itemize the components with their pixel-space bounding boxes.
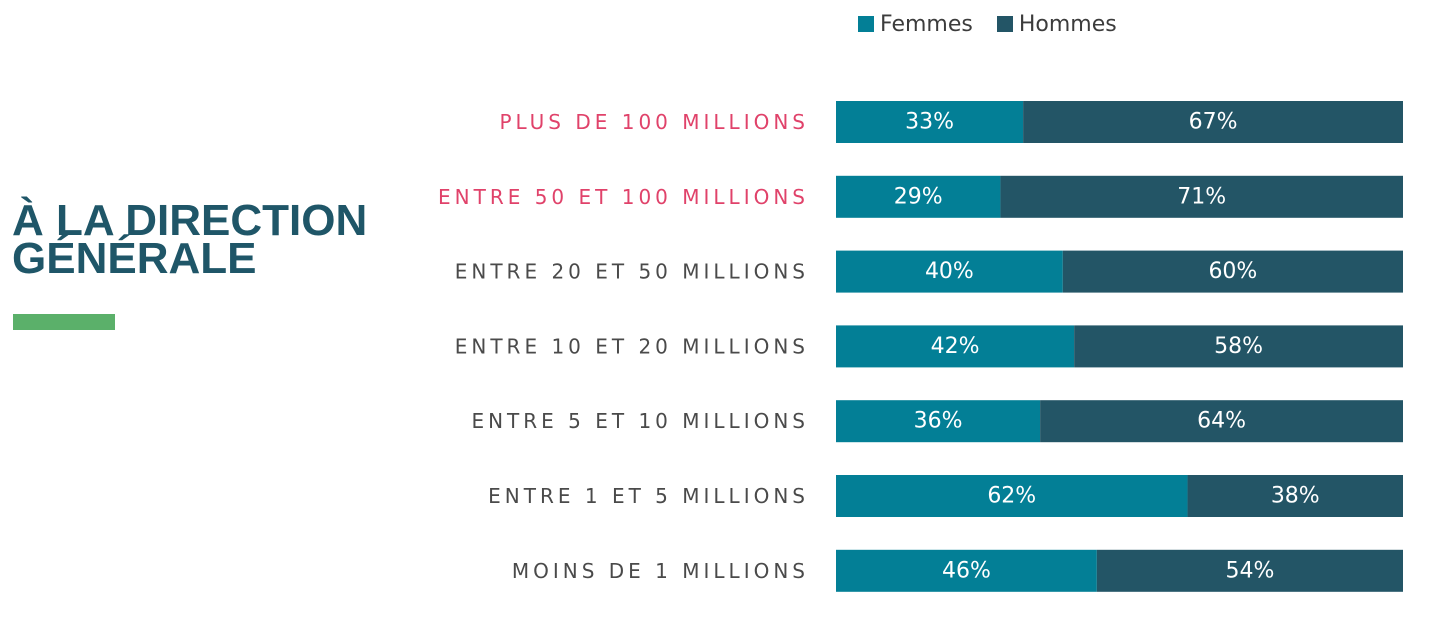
legend-swatch-hommes — [996, 16, 1013, 32]
legend-label-femmes: Femmes — [880, 11, 973, 37]
data-label-hommes-entre-50-et-100-millions: 71% — [1177, 184, 1226, 209]
bar-femmes-moins-de-1-millions — [836, 549, 1097, 592]
bar-hommes-entre-20-et-50-millions — [1062, 250, 1403, 293]
bar-femmes-entre-50-et-100-millions — [836, 175, 1001, 218]
page-title: À LA DIRECTION GÉNÉRALE — [12, 196, 368, 283]
data-label-hommes-entre-20-et-50-millions: 60% — [1208, 259, 1257, 284]
bar-femmes-entre-20-et-50-millions — [836, 250, 1063, 293]
category-label-entre-20-et-50-millions: ENTRE 20 ET 50 MILLIONS — [455, 260, 809, 284]
title-accent-bar — [13, 314, 115, 330]
data-label-hommes-plus-de-100-millions: 67% — [1189, 110, 1238, 135]
bar-hommes-entre-5-et-10-millions — [1040, 400, 1403, 443]
bar-hommes-entre-50-et-100-millions — [1000, 175, 1403, 218]
chart-legend: Femmes Hommes — [858, 10, 1117, 38]
data-label-femmes-plus-de-100-millions: 33% — [905, 110, 954, 135]
bar-femmes-entre-1-et-5-millions — [836, 475, 1188, 517]
data-label-femmes-entre-20-et-50-millions: 40% — [925, 259, 974, 284]
bar-hommes-entre-10-et-20-millions — [1074, 325, 1403, 368]
page-title-line-2: GÉNÉRALE — [12, 234, 257, 283]
data-label-femmes-moins-de-1-millions: 46% — [942, 558, 991, 583]
legend-item-hommes: Hommes — [996, 11, 1117, 37]
data-label-hommes-entre-1-et-5-millions: 38% — [1271, 484, 1320, 509]
bar-femmes-entre-5-et-10-millions — [836, 400, 1041, 443]
data-label-femmes-entre-5-et-10-millions: 36% — [914, 409, 963, 434]
category-label-plus-de-100-millions: PLUS DE 100 MILLIONS — [499, 110, 809, 134]
page-title-line-1: À LA DIRECTION — [12, 196, 368, 245]
category-label-entre-10-et-20-millions: ENTRE 10 ET 20 MILLIONS — [455, 334, 809, 358]
bar-femmes-entre-10-et-20-millions — [836, 325, 1075, 368]
bar-femmes-plus-de-100-millions — [836, 101, 1024, 143]
data-label-femmes-entre-1-et-5-millions: 62% — [987, 484, 1036, 509]
category-label-moins-de-1-millions: MOINS DE 1 MILLIONS — [512, 559, 809, 583]
data-label-hommes-moins-de-1-millions: 54% — [1225, 558, 1274, 583]
data-label-hommes-entre-5-et-10-millions: 64% — [1197, 409, 1246, 434]
category-label-entre-5-et-10-millions: ENTRE 5 ET 10 MILLIONS — [471, 409, 809, 433]
data-label-femmes-entre-10-et-20-millions: 42% — [931, 334, 980, 359]
category-label-entre-1-et-5-millions: ENTRE 1 ET 5 MILLIONS — [488, 484, 809, 508]
legend-label-hommes: Hommes — [1018, 11, 1117, 37]
bar-hommes-plus-de-100-millions — [1023, 101, 1403, 143]
legend-swatch-femmes — [858, 16, 874, 32]
bar-hommes-entre-1-et-5-millions — [1187, 475, 1403, 517]
bar-hommes-moins-de-1-millions — [1096, 549, 1403, 592]
data-label-hommes-entre-10-et-20-millions: 58% — [1214, 334, 1263, 359]
legend-item-femmes: Femmes — [858, 12, 973, 37]
data-label-femmes-entre-50-et-100-millions: 29% — [894, 184, 943, 209]
category-label-entre-50-et-100-millions: ENTRE 50 ET 100 MILLIONS — [438, 185, 809, 209]
